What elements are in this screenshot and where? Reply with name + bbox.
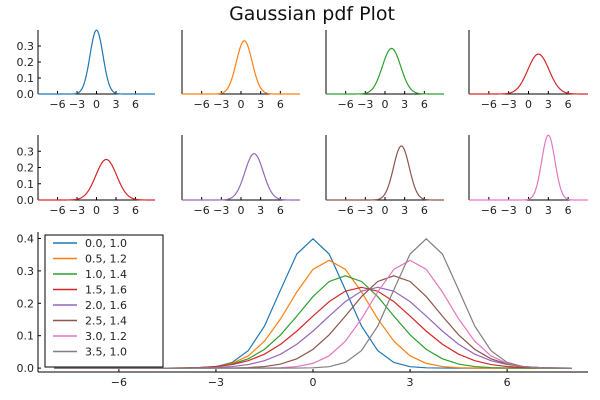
x-tick-label: 6 [132, 98, 139, 111]
legend-entry: 1.0, 1.4 [85, 268, 127, 281]
panel-bottom: −6 −3 0 3 6 0.0 0.1 0.2 0.3 0.4 0.0, 1.0 0.5, 1.2 1.… [17, 232, 588, 389]
x-tick-label: 0 [382, 204, 389, 217]
x-tick-label: −3 [69, 204, 85, 217]
series-line-middle-row-2 [182, 153, 300, 201]
figure-title: Gaussian pdf Plot [229, 3, 395, 25]
panel-top-row-2: −6 −3 0 3 6 [181, 30, 300, 111]
y-tick-label: 0.0 [17, 88, 35, 101]
legend-box [44, 234, 164, 368]
x-tick-label: 6 [277, 98, 284, 111]
x-tick-label: 3 [401, 98, 408, 111]
x-tick-label: 0 [310, 376, 317, 389]
x-tick-label: −6 [194, 204, 210, 217]
series-line-top-row-2 [182, 40, 300, 95]
x-tick-label: 0 [93, 204, 100, 217]
x-tick-label: −3 [213, 204, 229, 217]
x-tick-label: 0 [238, 204, 245, 217]
x-tick-label: −3 [213, 98, 229, 111]
panel-middle-row-2: −6 −3 0 3 6 [181, 135, 300, 217]
x-tick-label: −6 [194, 98, 210, 111]
y-tick-label: 0.3 [17, 145, 35, 158]
y-tick-label: 0.3 [17, 265, 35, 278]
x-tick-label: 6 [421, 204, 428, 217]
x-tick-label: 6 [565, 98, 572, 111]
x-tick-label: −6 [481, 98, 497, 111]
series-line-middle-row-4 [469, 134, 588, 201]
x-tick-label: −6 [49, 98, 65, 111]
x-tick-label: 6 [565, 204, 572, 217]
x-tick-label: 6 [132, 204, 139, 217]
x-tick-label: 0 [382, 98, 389, 111]
x-tick-label: −6 [111, 376, 127, 389]
x-tick-label: −3 [501, 98, 517, 111]
series-line-top-row-4 [469, 53, 588, 95]
x-tick-label: 0 [93, 98, 100, 111]
legend-entry: 2.5, 1.4 [85, 315, 127, 328]
panel-middle-row-4: −6 −3 0 3 6 [468, 134, 588, 217]
x-tick-label: 3 [113, 204, 120, 217]
y-tick-label: 0.4 [17, 232, 35, 245]
x-tick-label: 0 [525, 98, 532, 111]
legend-entry: 0.5, 1.2 [85, 253, 127, 266]
y-tick-label: 0.0 [17, 362, 35, 375]
x-tick-label: 3 [407, 376, 414, 389]
x-tick-label: −3 [208, 376, 224, 389]
x-tick-label: 6 [504, 376, 511, 389]
legend-entry: 0.0, 1.0 [85, 237, 127, 250]
x-tick-label: 3 [545, 204, 552, 217]
panel-middle-row-1: −6 −3 0 3 6 0.0 0.1 0.2 0.3 [17, 135, 155, 217]
x-tick-label: −3 [501, 204, 517, 217]
y-tick-label: 0.1 [17, 178, 35, 191]
x-tick-label: −3 [357, 204, 373, 217]
panel-top-row-3: −6 −3 0 3 6 [325, 30, 444, 111]
x-tick-label: −3 [69, 98, 85, 111]
x-tick-label: 3 [401, 204, 408, 217]
x-tick-label: 6 [421, 98, 428, 111]
y-tick-label: 0.1 [17, 330, 35, 343]
x-tick-label: 3 [545, 98, 552, 111]
y-tick-label: 0.2 [17, 162, 35, 175]
chart-panels: −6 −3 0 3 60.00.10.20.3−6 −3 0 3 6 −6 −3 0 3 6 −6 −3 0 3 6… [17, 29, 588, 389]
x-tick-label: 0 [525, 204, 532, 217]
legend-entry: 2.0, 1.6 [85, 299, 127, 312]
y-tick-label: 0.1 [17, 72, 35, 85]
x-tick-label: 0 [238, 98, 245, 111]
y-tick-label: 0.3 [17, 40, 35, 53]
y-tick-label: 0.2 [17, 297, 35, 310]
x-tick-label: −6 [338, 204, 354, 217]
x-tick-label: 6 [277, 204, 284, 217]
series-line-middle-row-3 [326, 145, 444, 201]
x-tick-label: −3 [357, 98, 373, 111]
legend-entry: 1.5, 1.6 [85, 284, 127, 297]
x-tick-label: −6 [338, 98, 354, 111]
panel-top-row-1: −6 −3 0 3 6 0.0 0.1 0.2 0.3 [17, 29, 155, 111]
series-line-top-row-1 [38, 29, 155, 95]
series-line-middle-row-1 [38, 158, 155, 201]
y-tick-label: 0.0 [17, 194, 35, 207]
x-tick-label: −6 [49, 204, 65, 217]
y-tick-label: 0.2 [17, 56, 35, 69]
legend-entry: 3.5, 1.0 [85, 346, 127, 359]
x-tick-label: 3 [257, 98, 264, 111]
x-tick-label: 3 [113, 98, 120, 111]
legend-entry: 3.0, 1.2 [85, 330, 127, 343]
x-tick-label: 3 [257, 204, 264, 217]
series-line-7 [54, 237, 572, 369]
series-line-top-row-3 [326, 47, 444, 95]
panel-top-row-4: −6 −3 0 3 6 [468, 30, 588, 111]
x-tick-label: −6 [481, 204, 497, 217]
panel-middle-row-3: −6 −3 0 3 6 [325, 135, 444, 217]
